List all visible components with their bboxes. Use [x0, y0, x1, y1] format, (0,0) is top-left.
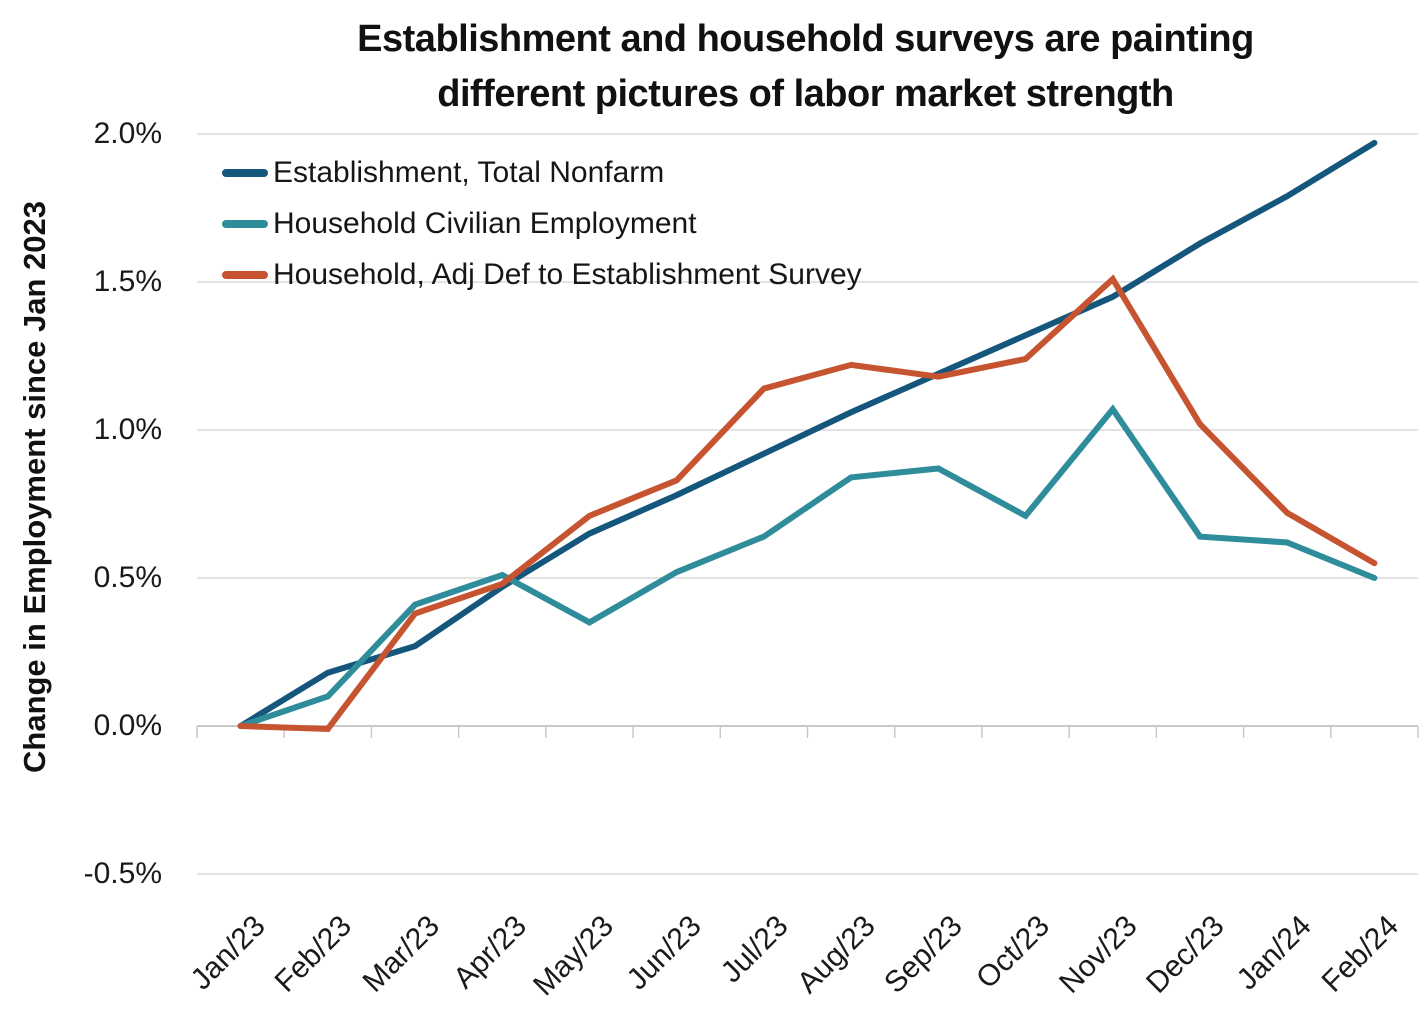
legend-label: Household Civilian Employment — [273, 206, 697, 240]
series-line-2 — [237, 404, 1378, 729]
legend-label: Household, Adj Def to Establishment Surv… — [273, 257, 862, 291]
chart-title-line-1: Establishment and household surveys are … — [357, 18, 1254, 60]
y-tick-label: 0.5% — [93, 561, 162, 594]
y-tick-label: 0.0% — [93, 709, 162, 742]
y-tick-label: 2.0% — [93, 117, 162, 150]
legend: Establishment, Total Nonfarm Household Ci… — [222, 147, 862, 300]
chart-title-line-2: different pictures of labor market stren… — [437, 73, 1174, 115]
y-tick-label: 1.0% — [93, 413, 162, 446]
series-line-3 — [237, 274, 1378, 733]
legend-item-3: Household, Adj Def to Establishment Surv… — [222, 249, 862, 300]
legend-label: Establishment, Total Nonfarm — [273, 155, 665, 189]
series-line-1 — [237, 139, 1378, 729]
legend-item-2: Household Civilian Employment — [222, 198, 862, 249]
legend-swatch-icon — [222, 270, 268, 279]
legend-swatch-icon — [222, 168, 268, 177]
legend-swatch-icon — [222, 219, 268, 228]
legend-item-1: Establishment, Total Nonfarm — [222, 147, 862, 198]
y-tick-label: 1.5% — [93, 265, 162, 298]
chart-title: Establishment and household surveys are … — [190, 12, 1421, 122]
y-tick-label: -0.5% — [83, 857, 162, 890]
